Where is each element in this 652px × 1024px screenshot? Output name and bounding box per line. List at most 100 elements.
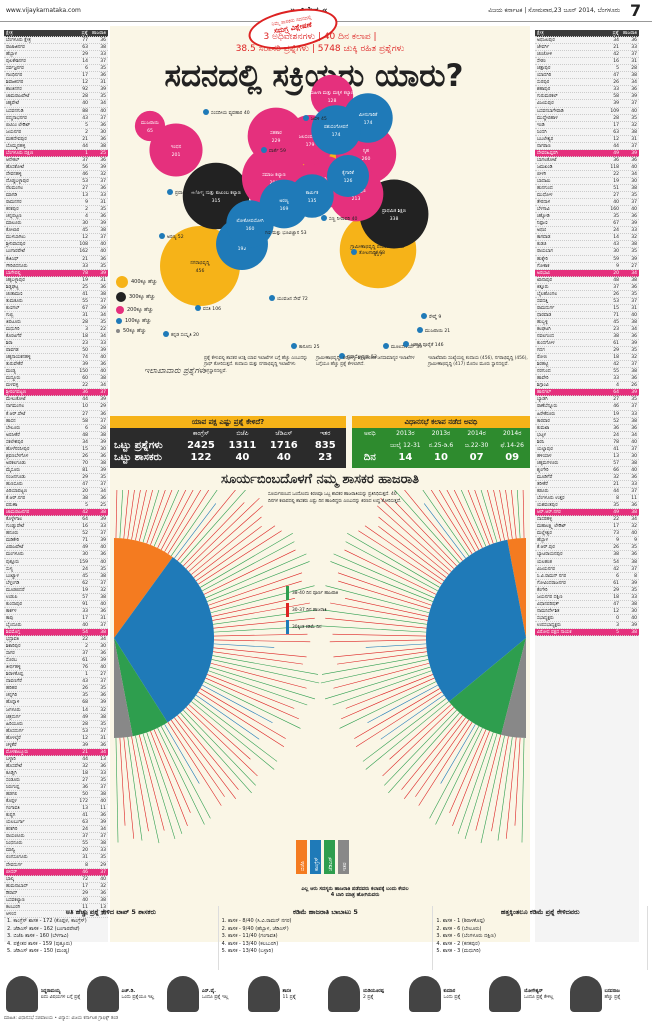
value-cell: 45: [613, 319, 619, 325]
attendance-ray: [440, 724, 476, 784]
attendance-ray: [142, 490, 160, 543]
attendance-ray: [209, 580, 302, 610]
constituency-cell: ಕಲಬುರಗಿ: [6, 904, 21, 910]
value-cell: 31: [100, 277, 106, 283]
table-row: ಅಥಣಿ 24 33: [535, 227, 639, 235]
table-row: ಮಂಡ್ಯ 150 40: [4, 368, 108, 376]
table-row: ಜಯನಗರ 2 30: [4, 129, 108, 136]
attendance-ray: [208, 572, 303, 606]
value-cell: 27: [82, 411, 88, 417]
bubble-label: ಜಲಸಂಪನ್ಮೂಲ: [299, 135, 322, 140]
session-days: 07: [469, 452, 484, 463]
table-row: ಕಲಬುರಗಿ 11 13: [4, 904, 108, 911]
value-cell: 46: [82, 869, 88, 875]
attendance-ray: [198, 530, 282, 585]
table-row: ರಾಜಾಜಿನಗರ 63 38: [4, 44, 108, 52]
legend-label: 200ಕ್ಕೂ ಹೆಚ್ಚು: [127, 307, 154, 313]
value-cell: 31: [100, 615, 106, 621]
party-segment: [114, 638, 168, 737]
table-row: ಹೊನ್ನಾಳಿ 68 39: [4, 699, 108, 707]
value-cell: 77: [82, 38, 88, 44]
bubble-mark: [326, 154, 370, 198]
value-cell: 36: [613, 157, 619, 163]
mla-name: ಶಾಸಕಿ: [282, 989, 292, 994]
analysis-paragraph: ಪ್ರಶ್ನೆ ಕೇಳುವಲ್ಲಿ ಶಾಸಕರ ಆಸಕ್ತಿ ಯಾವ ಇಲಾಖೆ…: [204, 356, 308, 374]
site-url[interactable]: www.vijaykarnataka.com: [6, 7, 81, 14]
constituency-cell: ಉಪಸಭಾಧ್ಯಕ್ಷರು: [537, 622, 561, 628]
value-cell: 37: [631, 489, 637, 495]
attendance-ray: [460, 490, 487, 547]
value-cell: 11: [100, 806, 106, 812]
value-cell: 47: [613, 601, 619, 607]
value-cell: 66: [613, 467, 619, 473]
value-cell: 25: [100, 503, 106, 509]
value-cell: 30: [100, 129, 106, 135]
list-item: 3. ಶಾಸಕ - 11/40 (ಗಂಗಾವತಿ): [221, 933, 278, 940]
value-cell: 39: [613, 101, 619, 107]
table-row: ಶಿರಾಳಕೊಪ್ಪ 1 27: [4, 671, 108, 679]
constituency-cell: ಹುಮನಾಬಾದ್: [6, 883, 28, 889]
value-cell: 39: [100, 820, 106, 826]
table-row: ಶಿಗ್ಗಾಂವಿ 4 26: [535, 382, 639, 390]
attendance-ray: [464, 733, 498, 840]
table-row: ಮುದ್ದೇಬಿಹಾಳ 28 35: [535, 115, 639, 122]
credits: ಮಾಹಿತಿ: ವಿಧಾನಸಭೆ ಸಚಿವಾಲಯ • ವಿನ್ಯಾಸ: ವಿಜಯ…: [4, 1016, 119, 1021]
constituency-cell: ಬಿಟಿಎಂ ಲೇಔಟ್: [6, 122, 31, 128]
question-count: 1311: [228, 440, 257, 451]
value-cell: 34: [631, 171, 637, 177]
value-cell: 35: [100, 566, 106, 572]
value-cell: 74: [82, 355, 88, 361]
value-cell: 32: [631, 524, 637, 530]
constituency-cell: ಆರ್.ಆರ್.ನಗರ: [537, 510, 561, 516]
attendance-ray: [330, 561, 433, 602]
value-cell: 22: [613, 171, 619, 177]
constituency-cell: ಶಿರಾಳಕೊಪ್ಪ: [6, 672, 24, 678]
attendance-ray: [195, 525, 276, 582]
table-row: ಚಿತ್ತಾಪುರ 5 28: [535, 65, 639, 73]
value-cell: 30: [100, 644, 106, 650]
mla-note: ಒಂದು ಪ್ರಶ್ನೆ: [443, 995, 461, 1000]
attendance-ray: [138, 734, 165, 831]
attendance-ray: [324, 666, 431, 700]
attendance-ray: [449, 729, 487, 813]
value-cell: 21: [82, 256, 88, 262]
value-cell: 2: [85, 207, 88, 213]
mla-photo: [328, 976, 360, 1012]
table-row: ಬಾದಾಮಿ 19 30: [535, 178, 639, 186]
constituency-cell: ಮೈಸೂರು: [6, 467, 20, 473]
small-bubble: [403, 341, 409, 347]
value-cell: 23: [613, 326, 619, 332]
list-item: 2. ಶಾಸಕ - 9/40 (ಹೆಬ್ಬಾಳ, ಜೆಡಿಎಸ್): [221, 925, 289, 932]
value-cell: 55: [613, 369, 619, 375]
small-bubble: [417, 327, 423, 333]
value-cell: 38: [100, 228, 106, 234]
attendance-ray: [213, 609, 317, 625]
bubble-label: ಮೀನುಗಾರಿಕೆ: [359, 112, 378, 118]
value-cell: 5: [85, 122, 88, 128]
value-cell: 39: [100, 911, 106, 917]
small-bubble: [195, 305, 201, 311]
attendance-ray: [345, 541, 438, 592]
mla-photo-card: ಶಾಸಕಿ 11 ಪ್ರಶ್ನೆ: [246, 972, 327, 1016]
attendance-ray: [344, 598, 429, 617]
value-cell: 63: [613, 129, 619, 135]
value-cell: 34: [631, 326, 637, 332]
value-cell: 38: [100, 573, 106, 579]
right-mla-table: ಕ್ಷೇತ್ರ ಪ್ರಶ್ನೆ ಹಾಜರಾತಿ ಅಫಜಲಪುರ 34 36 ಜೇವರ್ಗಿ 2…: [535, 30, 639, 942]
attendance-ray: [119, 737, 126, 826]
value-cell: 40: [100, 242, 106, 248]
attendance-ray: [193, 698, 278, 762]
value-cell: 36: [100, 651, 106, 657]
table-row: ಬೀಳಗಿ 22 34: [535, 171, 639, 178]
value-cell: 41: [82, 291, 88, 297]
value-cell: 20: [613, 270, 619, 276]
value-cell: 40: [631, 207, 637, 213]
constituency-cell: ಗೌರಿಬಿದನೂರು: [6, 263, 28, 269]
attendance-ray: [180, 712, 252, 794]
constituency-cell: ಜಗಳೂರು: [6, 707, 21, 713]
mla-caption: ಯಡಿಯೂರಪ್ಪ 2 ಪ್ರಶ್ನೆ: [363, 988, 384, 1000]
constituency-cell: ಬಸವನಗುಡಿ: [6, 108, 24, 114]
attendance-ray: [467, 490, 490, 545]
value-cell: 39: [631, 390, 637, 396]
table-row: ತಿಪಟೂರು 28 35: [4, 319, 108, 326]
